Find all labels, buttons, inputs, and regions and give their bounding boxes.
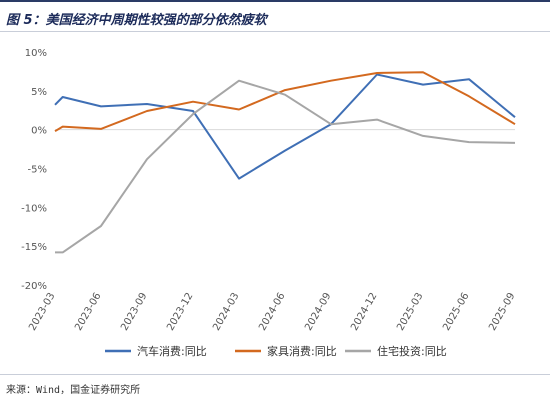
x-tick-label: 2024-06 (257, 291, 287, 333)
series-line-2 (54, 71, 516, 133)
x-tick-label: 2024-03 (211, 291, 241, 333)
x-tick-label: 2023-09 (119, 291, 149, 333)
figure-title: 图 5：美国经济中周期性较强的部分依然疲软 (6, 13, 267, 28)
y-tick-label: -5% (28, 165, 47, 176)
y-tick-label: -15% (21, 242, 47, 253)
x-tick-label: 2024-09 (303, 291, 333, 333)
title-bar: 图 5：美国经济中周期性较强的部分依然疲软 (0, 0, 550, 32)
x-tick-label: 2025-09 (487, 291, 517, 333)
legend: 汽车消费:同比 家具消费:同比 住宅投资:同比 (105, 344, 447, 358)
y-tick-label: 0% (31, 126, 47, 137)
source-bar: 来源：Wind，国金证券研究所 (0, 374, 550, 400)
line-chart: 10% 5% 0% -5% -10% -15% -20%2023-03 2023-06 2023… (21, 48, 517, 358)
y-tick-label: -10% (21, 203, 47, 214)
source-note: 来源：Wind，国金证券研究所 (6, 385, 141, 396)
legend-label-1: 汽车消费:同比 (137, 344, 207, 358)
y-tick-label: -20% (21, 281, 47, 292)
x-tick-label: 2023-03 (27, 291, 57, 333)
series-layer (54, 71, 516, 254)
x-tick-label: 2023-06 (73, 291, 103, 333)
legend-label-3: 住宅投资:同比 (377, 344, 447, 358)
x-tick-label: 2024-12 (349, 291, 379, 333)
x-tick-label: 2023-12 (165, 291, 195, 333)
series-line-1 (54, 73, 516, 180)
y-tick-label: 10% (25, 48, 47, 59)
x-tick-label: 2025-03 (395, 291, 425, 333)
x-tick-label: 2025-06 (441, 291, 471, 333)
y-tick-label: 5% (31, 87, 47, 98)
legend-label-2: 家具消费:同比 (267, 344, 337, 358)
series-line-3 (55, 79, 516, 254)
